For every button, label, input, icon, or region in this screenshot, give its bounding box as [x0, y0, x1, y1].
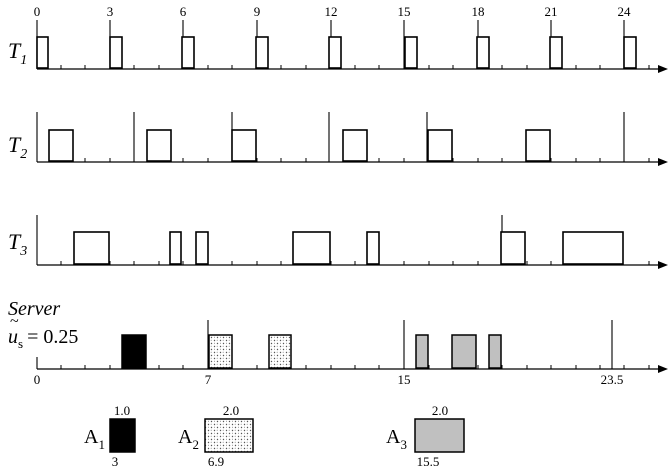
- tilde-mark: ~: [10, 313, 19, 330]
- t3-axis-arrow: [658, 261, 668, 269]
- a2-job-box: [268, 334, 292, 369]
- legend-a2-label: A2: [178, 426, 199, 452]
- legend: A1 1.0 3 A2 2.0 6.9 A3 2.0 15.5: [84, 403, 465, 469]
- server-utilization: us = 0.25: [8, 326, 78, 351]
- server-release-markers: [36, 320, 613, 369]
- t2-axis-arrow: [658, 158, 668, 166]
- tick-label: 0: [34, 4, 41, 19]
- a1-job-box: [121, 334, 147, 369]
- t3-jobs: [73, 231, 624, 265]
- job-box: [404, 36, 418, 69]
- job-box: [427, 129, 453, 162]
- legend-a1-label: A1: [84, 426, 105, 452]
- tick-label: 12: [325, 4, 338, 19]
- job-box: [255, 36, 269, 69]
- a3-job-box: [488, 334, 502, 369]
- server-jobs: [121, 334, 502, 369]
- t1-tick-labels: 0 3 6 9 12 15 18 21 24: [34, 4, 631, 19]
- tick-label: 23.5: [601, 372, 624, 387]
- a2-job-box: [208, 334, 233, 369]
- t1-jobs: [36, 36, 637, 69]
- t3-row: T3: [8, 215, 668, 269]
- t1-axis-arrow: [658, 65, 668, 73]
- t2-label: T2: [8, 132, 27, 162]
- job-box: [562, 231, 624, 265]
- tick-label: 24: [618, 4, 632, 19]
- legend-a3-top: 2.0: [432, 403, 448, 418]
- job-box: [109, 36, 123, 69]
- job-box: [476, 36, 490, 69]
- t2-row: T2: [8, 112, 668, 166]
- t1-row: T1 0 3 6 9 12 15 18 21 24: [8, 4, 668, 73]
- job-box: [195, 231, 209, 265]
- job-box: [292, 231, 331, 265]
- legend-a1-top: 1.0: [114, 403, 130, 418]
- tick-label: 21: [545, 4, 558, 19]
- legend-a1-bottom: 3: [112, 454, 119, 469]
- job-box: [48, 129, 74, 162]
- job-box: [169, 231, 182, 265]
- legend-a3: A3 2.0 15.5: [386, 403, 465, 469]
- tick-label: 3: [107, 4, 114, 19]
- server-title: Server: [8, 298, 60, 320]
- job-box: [231, 129, 257, 162]
- server-axis-arrow: [658, 365, 668, 373]
- legend-a3-swatch: [414, 418, 465, 453]
- job-box: [366, 231, 380, 265]
- tick-label: 15: [398, 372, 411, 387]
- a3-job-box: [451, 334, 477, 369]
- legend-a3-label: A3: [386, 426, 407, 452]
- job-box: [500, 231, 526, 265]
- legend-a3-bottom: 15.5: [417, 454, 440, 469]
- job-box: [525, 129, 551, 162]
- legend-a2-bottom: 6.9: [208, 454, 224, 469]
- legend-a1-swatch: [109, 418, 136, 453]
- job-box: [342, 129, 368, 162]
- legend-a2: A2 2.0 6.9: [178, 403, 254, 469]
- job-box: [328, 36, 342, 69]
- tick-label: 15: [398, 4, 411, 19]
- legend-a1: A1 1.0 3: [84, 403, 136, 469]
- job-box: [36, 36, 49, 69]
- t3-label: T3: [8, 229, 27, 259]
- legend-a2-top: 2.0: [223, 403, 239, 418]
- t2-jobs: [48, 129, 551, 162]
- a3-job-box: [415, 334, 429, 369]
- tick-label: 6: [180, 4, 187, 19]
- t1-label: T1: [8, 38, 27, 68]
- tick-label: 0: [34, 372, 41, 387]
- job-box: [146, 129, 172, 162]
- tick-label: 9: [254, 4, 261, 19]
- tick-label: 18: [472, 4, 485, 19]
- job-box: [181, 36, 195, 69]
- job-box: [73, 231, 110, 265]
- t1-ticks: [60, 65, 650, 69]
- legend-a2-swatch: [204, 418, 254, 453]
- server-row: Server us = 0.25 ~: [8, 298, 668, 387]
- tick-label: 7: [205, 372, 212, 387]
- job-box: [623, 36, 637, 69]
- job-box: [549, 36, 563, 69]
- server-tick-labels: 0 7 15 23.5: [34, 372, 624, 387]
